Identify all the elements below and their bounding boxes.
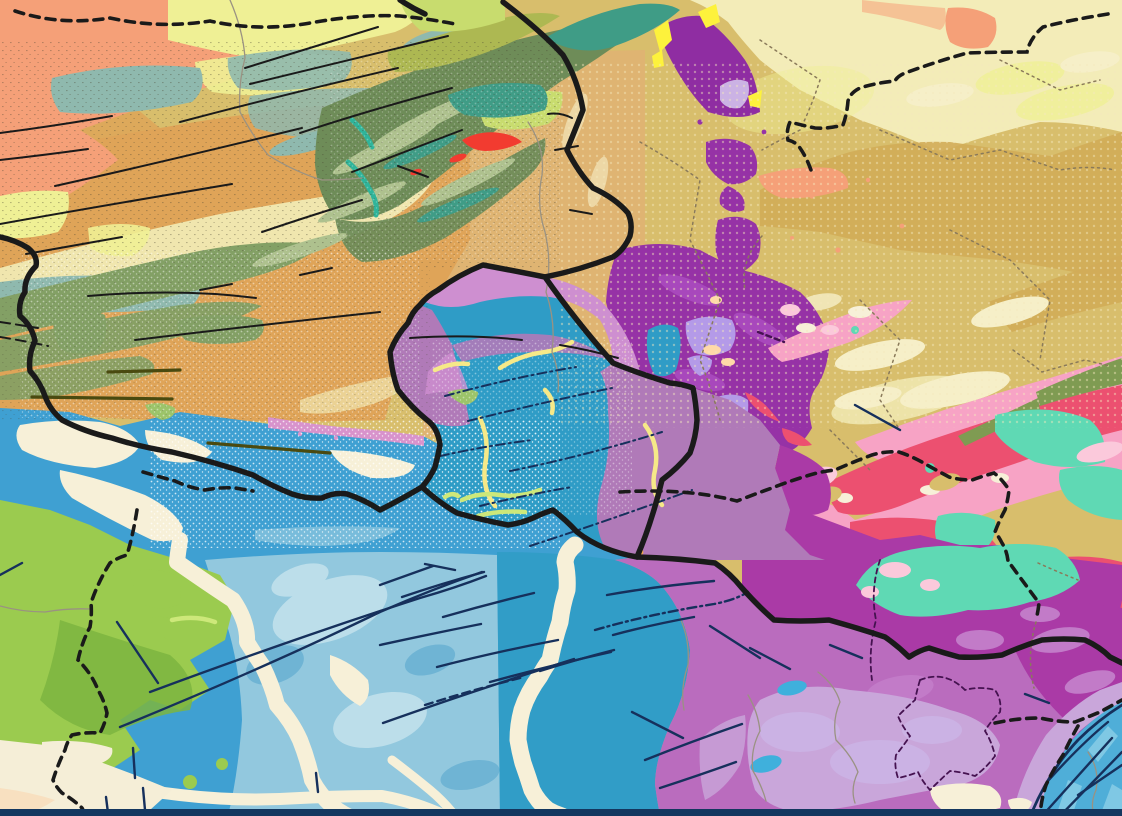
bottom-edge-bar xyxy=(0,809,1122,816)
border-central-region xyxy=(387,0,700,560)
lavender-lighter-patches xyxy=(760,712,962,784)
border-top-stub xyxy=(397,0,428,17)
dotted-district-borders xyxy=(639,39,1116,689)
green-veins xyxy=(169,487,543,625)
fault-lines-navy xyxy=(0,403,1122,816)
fault-bars-olive xyxy=(30,368,332,455)
belt-blue-stripes xyxy=(1056,726,1122,816)
speckle-textures xyxy=(0,40,1122,548)
bold-dashed-borders xyxy=(13,9,1122,816)
border-southeast xyxy=(634,554,1122,666)
mauve-band-east xyxy=(637,388,825,560)
gray-stream-lines xyxy=(0,0,1098,816)
blue-teal-strip xyxy=(497,552,690,816)
fault-lines-black xyxy=(0,26,619,359)
sky-blue-blobs xyxy=(750,680,807,773)
mint-overlay-south xyxy=(856,544,1080,617)
green-dark-overlay xyxy=(40,620,193,735)
blue-pale-patches xyxy=(271,563,427,749)
border-west xyxy=(0,234,425,513)
belt-cream-blobs xyxy=(930,783,1032,814)
belt-blue-wedge xyxy=(1038,702,1122,816)
dashed-purple-details xyxy=(756,330,1002,792)
province-borders-thick xyxy=(0,0,1122,666)
fault-lines-dashdot xyxy=(439,366,693,547)
